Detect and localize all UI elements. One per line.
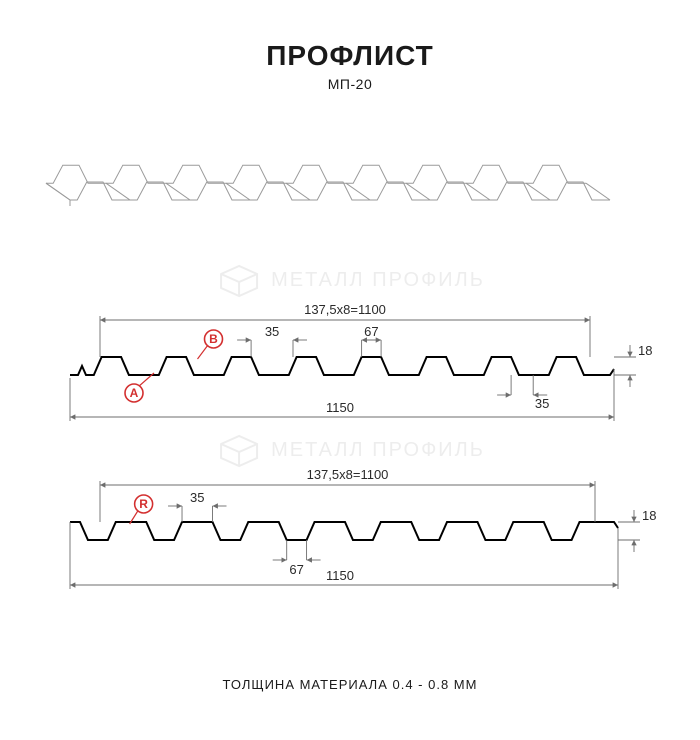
marker-b-label: B [209, 332, 218, 346]
dim-top-label: 137,5х8=1100 [307, 467, 389, 482]
dim-gap-top: 35 [265, 324, 279, 339]
dim-bottom-label: 1150 [326, 568, 354, 583]
dim-top-label: 137,5х8=1100 [304, 302, 386, 317]
profile-line [70, 357, 614, 375]
page-title: ПРОФЛИСТ [0, 40, 700, 72]
dim-crest: 67 [364, 324, 378, 339]
dim-bottom-label: 1150 [326, 400, 354, 415]
dim-gap-bottom: 35 [535, 396, 549, 411]
dim-gap: 35 [190, 490, 204, 505]
perspective-view [46, 165, 610, 206]
marker-a-label: A [130, 386, 139, 400]
profile-line [70, 522, 618, 540]
marker-r-label: R [139, 497, 148, 511]
dim-crest: 67 [289, 562, 303, 577]
thickness-caption: ТОЛЩИНА МАТЕРИАЛА 0.4 - 0.8 ММ [0, 677, 700, 692]
dim-height: 18 [638, 343, 652, 358]
page-subtitle: МП-20 [0, 76, 700, 92]
cross-section-1: 137,5х8=1100 1150 35 67 35 18 A B [70, 302, 652, 421]
technical-drawing: 137,5х8=1100 1150 35 67 35 18 A B 137,5х8=1100 11… [0, 140, 700, 700]
dim-height: 18 [642, 508, 656, 523]
cross-section-2: 137,5х8=1100 1150 35 67 18 R [70, 467, 656, 589]
